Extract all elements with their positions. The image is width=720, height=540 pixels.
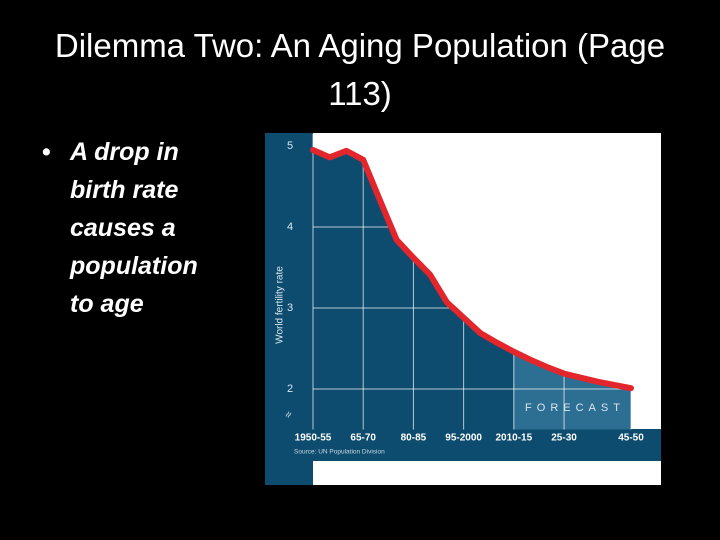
bullet-list: A drop in birth rate causes a population… (38, 133, 225, 323)
x-tick-label: 80-85 (401, 433, 427, 444)
y-tick-label: 4 (287, 221, 293, 233)
label-strip (265, 429, 661, 461)
y-tick-label: 2 (287, 383, 293, 395)
forecast-label: FORECAST (525, 402, 625, 414)
fertility-line (310, 147, 634, 392)
y-axis-label: World fertility rate (275, 266, 286, 344)
x-tick-label: 65-70 (350, 433, 376, 444)
slide-title: Dilemma Two: An Aging Population (Page 1… (54, 27, 666, 112)
y-tick-label: 5 (287, 140, 293, 152)
x-tick-label: 95-2000 (445, 433, 482, 444)
axis-strip (265, 133, 313, 485)
y-tick-label: 3 (287, 302, 293, 314)
x-tick-label: 2010-15 (495, 433, 532, 444)
forecast-area (513, 351, 631, 430)
source-note: Source: UN Population Division (294, 449, 385, 456)
x-tick-label: 45-50 (618, 433, 644, 444)
x-tick-label: 25-30 (551, 433, 577, 444)
x-tick-label: 1950-55 (295, 433, 332, 444)
bullet: A drop in birth rate causes a population… (38, 133, 225, 323)
axis-break: ≈ (282, 409, 295, 420)
